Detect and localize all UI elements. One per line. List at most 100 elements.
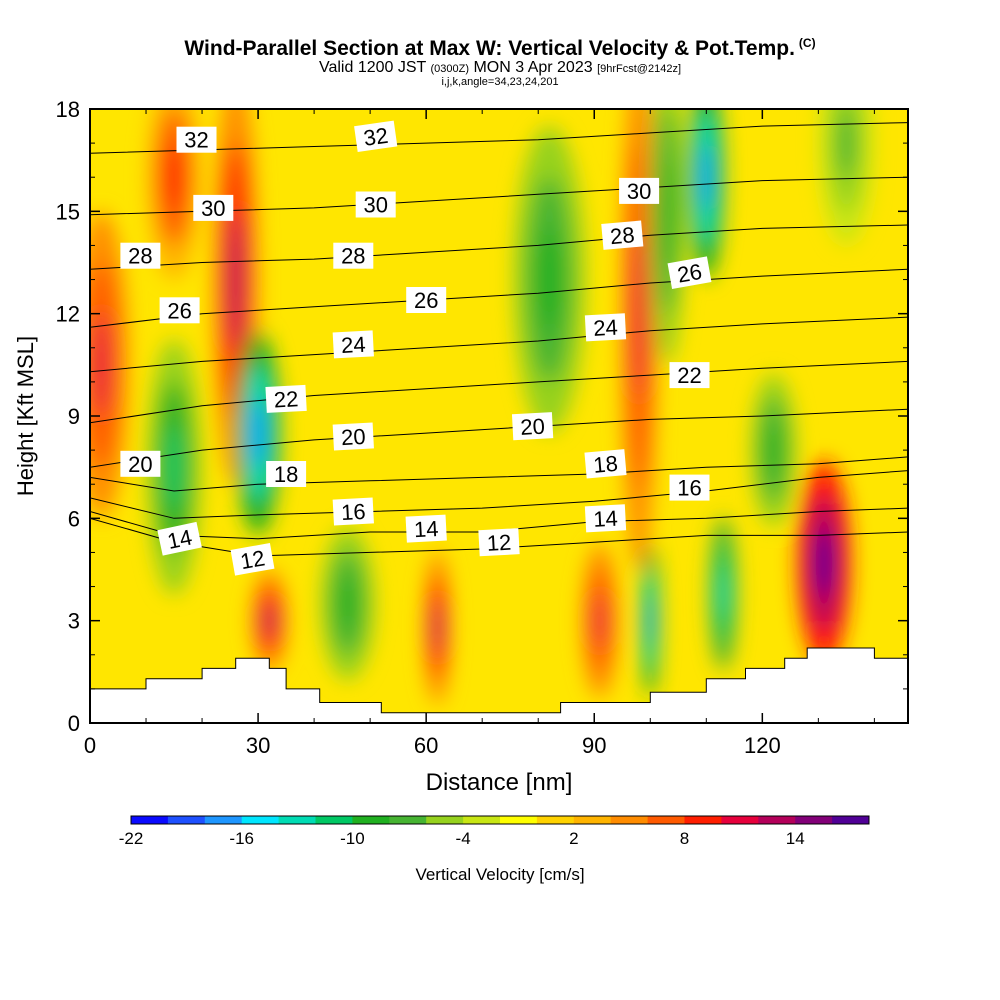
contour-labels: 32 32 30 30 30 28 28 28 26 26 26 24 24 22 22 20 20 20 18 18… — [120, 120, 712, 576]
colorbar-tick-label: 8 — [680, 829, 689, 848]
y-tick-label: 0 — [68, 711, 80, 736]
colorbar-swatch — [278, 816, 316, 824]
isentrope-20 — [90, 408, 908, 468]
isentrope-16 — [90, 470, 908, 519]
contour-label: 28 — [601, 220, 644, 250]
contour-label-text: 28 — [609, 222, 636, 249]
colorbar-tick-label: 14 — [786, 829, 805, 848]
contour-label: 20 — [332, 422, 374, 451]
contour-label-text: 30 — [201, 196, 225, 221]
velocity-cell-core — [766, 424, 781, 476]
colorbar-swatch — [647, 816, 685, 824]
velocity-cell-core — [594, 595, 606, 647]
x-tick-label: 120 — [744, 733, 781, 758]
contour-label-text: 26 — [167, 298, 191, 323]
contour-label-text: 14 — [165, 525, 194, 555]
colorbar-swatch — [426, 816, 464, 824]
contour-label-text: 30 — [363, 193, 387, 218]
isentrope-18 — [90, 456, 908, 492]
contour-label-text: 30 — [627, 179, 651, 204]
contour-label: 26 — [159, 297, 200, 324]
y-tick-label: 18 — [56, 97, 80, 122]
contour-label-text: 14 — [413, 516, 439, 542]
contour-label-text: 18 — [274, 462, 298, 487]
y-tick-label: 9 — [68, 404, 80, 429]
contour-label: 22 — [265, 384, 307, 413]
velocity-cell-core — [263, 603, 275, 638]
contour-label: 18 — [584, 449, 627, 479]
contour-label: 24 — [332, 330, 374, 359]
colorbar-swatch — [389, 816, 427, 824]
terrain-profile — [90, 647, 908, 723]
colorbar-swatch — [758, 816, 796, 824]
colorbar-swatch — [167, 816, 206, 824]
grid-info: i,j,k,angle=34,23,24,201 — [441, 76, 559, 88]
contour-label-text: 32 — [184, 128, 208, 153]
contour-label: 14 — [157, 521, 202, 556]
contour-label: 26 — [406, 287, 447, 313]
colorbar-swatch — [610, 816, 649, 824]
colorbar-swatch — [536, 816, 575, 824]
contour-label: 16 — [332, 497, 374, 526]
velocity-cell-core — [339, 578, 357, 630]
colorbar-tick-label: -22 — [119, 829, 144, 848]
axes: 0 30 60 90 120 0 3 6 9 12 15 18 — [56, 97, 908, 758]
colorbar-swatch — [131, 816, 169, 824]
contour-label: 26 — [667, 256, 712, 289]
x-tick-label: 0 — [84, 733, 96, 758]
velocity-cell-core — [228, 211, 243, 348]
contour-label: 24 — [584, 313, 627, 342]
contour-label-text: 12 — [238, 545, 266, 574]
y-tick-label: 15 — [56, 199, 80, 224]
colorbar-swatch — [500, 816, 538, 824]
contour-label-text: 22 — [677, 363, 701, 388]
contour-label: 18 — [266, 461, 307, 487]
contour-label-text: 14 — [593, 506, 619, 532]
chart-title: Wind-Parallel Section at Max W: Vertical… — [184, 36, 816, 60]
contour-label-text: 24 — [340, 332, 366, 358]
contour-label: 30 — [355, 191, 396, 218]
velocity-cell-core — [433, 601, 442, 654]
velocity-cell-core — [538, 228, 561, 331]
velocity-cell-core — [661, 160, 673, 263]
colorbar-frame — [130, 815, 870, 825]
y-tick-label: 6 — [68, 506, 80, 531]
y-tick-label: 12 — [56, 302, 80, 327]
contour-label-text: 12 — [486, 530, 512, 556]
y-axis-label: Height [Kft MSL] — [13, 336, 38, 496]
contour-label-text: 18 — [592, 451, 619, 478]
contour-label: 30 — [193, 194, 234, 221]
contour-label: 32 — [176, 126, 217, 153]
colorbar-tick-label: -16 — [229, 829, 254, 848]
colorbar-swatch — [721, 816, 759, 824]
isentrope-32 — [90, 122, 908, 154]
contour-label: 12 — [478, 528, 520, 557]
contour-label-text: 16 — [340, 499, 366, 525]
colorbar-tick-label: 2 — [569, 829, 578, 848]
colorbar-tick-label: -10 — [340, 829, 365, 848]
contour-label-text: 20 — [520, 414, 546, 440]
chart-subtitle: Valid 1200 JST (0300Z) MON 3 Apr 2023 [9… — [318, 59, 682, 76]
contour-label-text: 32 — [362, 123, 390, 151]
velocity-cell-core — [92, 313, 110, 417]
isentrope-24 — [90, 316, 908, 373]
colorbar-label: Vertical Velocity [cm/s] — [415, 865, 584, 884]
contour-label-text: 26 — [414, 288, 438, 313]
velocity-cell-core — [815, 528, 833, 597]
colorbar-tick-label: -4 — [456, 829, 471, 848]
x-tick-label: 30 — [246, 733, 270, 758]
contour-label: 30 — [619, 177, 660, 204]
y-tick-label: 3 — [68, 609, 80, 634]
colorbar-swatch — [573, 816, 612, 824]
x-axis-label: Distance [nm] — [426, 769, 573, 796]
terrain — [90, 647, 908, 723]
contour-label: 16 — [669, 474, 710, 501]
contour-label: 32 — [354, 120, 398, 152]
contour-label-text: 26 — [675, 259, 703, 288]
velocity-cell-core — [165, 424, 183, 510]
contour-label: 22 — [669, 362, 710, 389]
contour-label: 28 — [120, 242, 161, 269]
contour-label: 28 — [333, 242, 374, 269]
contour-label-text: 28 — [128, 244, 152, 269]
